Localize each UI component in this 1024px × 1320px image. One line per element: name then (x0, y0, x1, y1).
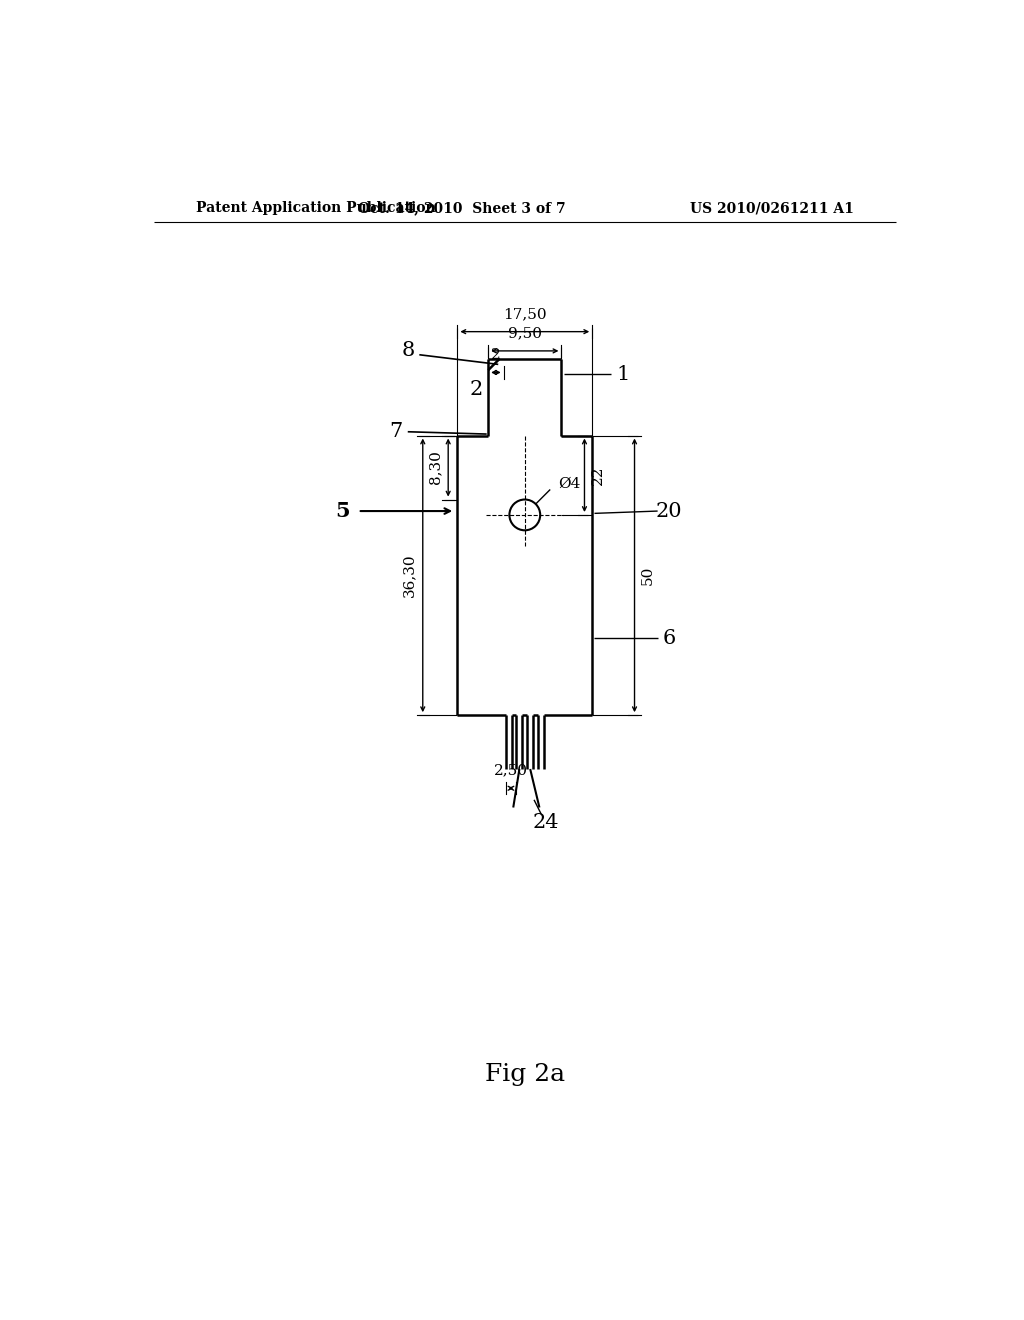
Text: 2: 2 (492, 347, 501, 362)
Text: 9,50: 9,50 (508, 326, 542, 341)
Text: 2: 2 (470, 380, 483, 399)
Text: 50: 50 (641, 566, 654, 585)
Text: 24: 24 (532, 813, 559, 833)
Text: Ø4: Ø4 (558, 477, 581, 491)
Text: 1: 1 (616, 364, 630, 384)
Text: Oct. 14, 2010  Sheet 3 of 7: Oct. 14, 2010 Sheet 3 of 7 (357, 202, 565, 215)
Text: 7: 7 (389, 422, 402, 441)
Text: Patent Application Publication: Patent Application Publication (196, 202, 435, 215)
Text: 2,50: 2,50 (494, 763, 528, 777)
Text: 8: 8 (401, 342, 415, 360)
Text: 5: 5 (335, 502, 349, 521)
Text: Fig 2a: Fig 2a (484, 1063, 565, 1086)
Text: 6: 6 (663, 628, 676, 648)
Text: 36,30: 36,30 (402, 553, 417, 597)
Text: US 2010/0261211 A1: US 2010/0261211 A1 (690, 202, 854, 215)
Text: 22: 22 (591, 466, 604, 484)
Text: 20: 20 (655, 502, 682, 520)
Text: 17,50: 17,50 (503, 306, 547, 321)
Text: 8,30: 8,30 (428, 450, 442, 484)
